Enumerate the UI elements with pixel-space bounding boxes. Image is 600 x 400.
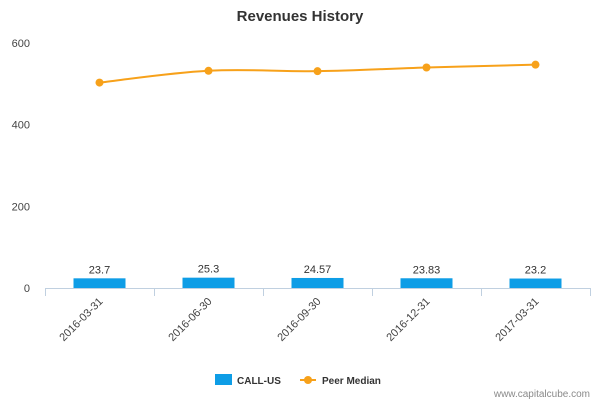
x-tick-label: 2016-12-31	[384, 296, 432, 344]
bar	[182, 277, 235, 288]
bar-series-call-us	[73, 277, 562, 288]
peer-median-point	[95, 78, 104, 87]
peer-median-point	[422, 63, 431, 72]
bar-data-label: 24.57	[304, 264, 332, 276]
peer-median-point	[204, 66, 213, 75]
line-series-peer-median	[95, 60, 540, 87]
chart-title: Revenues History	[237, 8, 364, 25]
peer-median-point	[313, 67, 322, 76]
x-axis: 2016-03-31 2016-06-30 2016-09-30 2016-12-31…	[45, 288, 591, 344]
x-tick-label: 2016-06-30	[166, 296, 214, 344]
x-tick-label: 2017-03-31	[493, 296, 541, 344]
y-axis: 0 200 400 600	[12, 38, 30, 295]
watermark: www.capitalcube.com	[493, 389, 590, 400]
bar-data-label: 25.3	[198, 264, 219, 276]
bar	[400, 278, 453, 288]
legend-label-peer-median: Peer Median	[322, 376, 381, 387]
legend: CALL-US Peer Median	[215, 374, 381, 387]
bar-data-label: 23.2	[525, 265, 546, 277]
y-tick-label: 600	[12, 38, 30, 50]
bar	[291, 277, 344, 288]
peer-median-point	[531, 60, 540, 69]
legend-swatch-call-us	[215, 374, 232, 385]
legend-label-call-us: CALL-US	[237, 376, 281, 387]
bar	[509, 278, 562, 288]
bar-data-labels: 23.7 25.3 24.57 23.83 23.2	[89, 264, 546, 277]
bar-data-label: 23.83	[413, 264, 441, 276]
bar-data-label: 23.7	[89, 264, 110, 276]
y-tick-label: 0	[24, 283, 30, 295]
y-tick-label: 400	[12, 120, 30, 132]
bar	[73, 278, 126, 288]
legend-marker-peer-median	[304, 376, 312, 384]
y-tick-label: 200	[12, 201, 30, 213]
x-tick-label: 2016-09-30	[275, 296, 323, 344]
x-tick-label: 2016-03-31	[57, 296, 105, 344]
